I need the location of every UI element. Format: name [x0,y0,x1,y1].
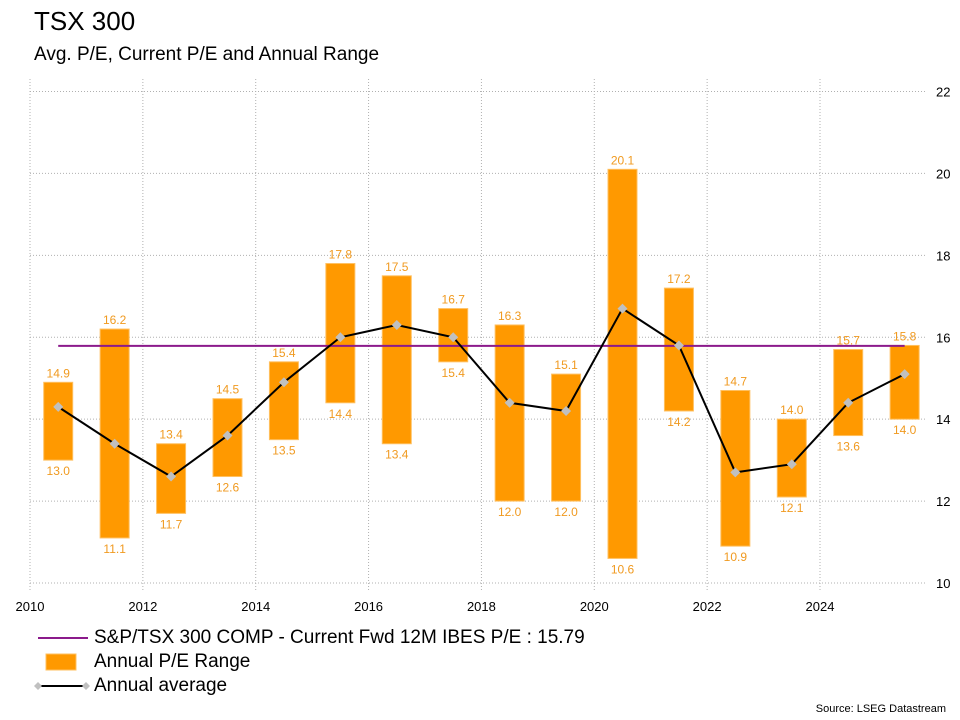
average-marker [673,340,684,351]
average-marker [391,319,402,330]
average-marker [504,397,515,408]
range-high-label: 13.4 [159,428,183,442]
legend-label: Annual average [94,675,228,696]
legend-label: Annual P/E Range [94,651,251,672]
range-bar [381,275,412,445]
range-bar [607,168,638,559]
range-high-label: 14.7 [724,374,748,388]
range-high-label: 16.2 [103,313,127,327]
average-marker [53,401,64,412]
average-line-group [53,303,910,482]
range-high-label: 16.3 [498,309,522,323]
range-bar [776,418,807,498]
range-bar [43,381,74,461]
range-high-label: 15.1 [554,358,578,372]
legend: S&P/TSX 300 COMP - Current Fwd 12M IBES … [28,626,585,698]
range-high-label: 14.0 [780,403,804,417]
average-marker [617,303,628,314]
legend-box-icon [28,652,94,672]
average-marker [335,332,346,343]
y-tick-label: 14 [936,412,950,427]
range-high-label: 14.5 [216,383,240,397]
range-high-label: 20.1 [611,153,635,167]
average-marker [786,459,797,470]
average-marker [166,471,177,482]
y-tick-label: 20 [936,166,950,181]
range-high-label: 15.8 [893,329,917,343]
range-low-label: 11.1 [103,542,126,556]
range-low-label: 10.9 [724,550,748,564]
range-high-label: 16.7 [442,293,466,307]
source-note: Source: LSEG Datastream [815,703,946,715]
range-bar [833,349,864,437]
average-marker [109,438,120,449]
range-high-label: 15.4 [272,346,296,360]
legend-item-average: Annual average [28,674,585,698]
y-tick-label: 16 [936,330,950,345]
y-tick-label: 22 [936,85,950,100]
x-tick-label: 2022 [693,599,722,614]
range-low-label: 13.4 [385,448,409,462]
x-axis-ticks: 2010 2012 2014 2016 2018 2020 2022 2024 [16,599,835,614]
x-tick-label: 2010 [16,599,45,614]
x-tick-label: 2012 [128,599,157,614]
range-low-label: 14.0 [893,423,917,437]
range-low-label: 12.0 [554,505,578,519]
average-marker [222,430,233,441]
range-low-label: 15.4 [442,366,466,380]
grid [29,79,925,590]
range-low-label: 10.6 [611,562,635,576]
range-high-label: 17.8 [329,248,353,262]
y-tick-label: 10 [936,576,950,591]
y-tick-label: 18 [936,248,950,263]
range-labels: 14.9 13.0 16.2 11.1 13.4 11.7 14.5 12.6 15.4 13.5… [47,153,917,576]
range-low-label: 13.6 [837,440,861,454]
range-bar [494,324,525,502]
range-bars [43,168,920,559]
legend-line-icon [28,628,94,648]
legend-label: S&P/TSX 300 COMP - Current Fwd 12M IBES … [94,627,585,648]
range-low-label: 11.7 [160,517,183,531]
x-tick-label: 2024 [806,599,835,614]
range-high-label: 15.7 [837,334,861,348]
range-bar [99,328,130,539]
y-tick-label: 12 [936,494,950,509]
average-marker [278,377,289,388]
legend-item-range: Annual P/E Range [28,650,585,674]
x-tick-label: 2018 [467,599,496,614]
average-marker [843,397,854,408]
range-low-label: 12.1 [780,501,804,515]
chart-title: TSX 300 [34,6,136,36]
range-low-label: 14.4 [329,407,353,421]
legend-item-current-pe: S&P/TSX 300 COMP - Current Fwd 12M IBES … [28,626,585,650]
range-high-label: 14.9 [47,366,71,380]
average-marker [899,369,910,380]
range-high-label: 17.2 [667,272,691,286]
legend-line-diamond-icon [28,676,94,696]
chart-subtitle: Avg. P/E, Current P/E and Annual Range [34,44,380,65]
x-tick-label: 2016 [354,599,383,614]
range-low-label: 13.0 [47,464,71,478]
average-marker [448,332,459,343]
x-tick-label: 2020 [580,599,609,614]
range-bar [889,344,920,420]
average-marker [730,467,741,478]
average-marker [561,405,572,416]
range-low-label: 12.6 [216,481,240,495]
y-axis-ticks: 10 12 14 16 18 20 22 [936,85,950,592]
range-low-label: 13.5 [272,444,296,458]
x-tick-label: 2014 [241,599,270,614]
range-low-label: 12.0 [498,505,522,519]
range-low-label: 14.2 [667,415,691,429]
average-line [57,307,906,478]
range-high-label: 17.5 [385,260,409,274]
